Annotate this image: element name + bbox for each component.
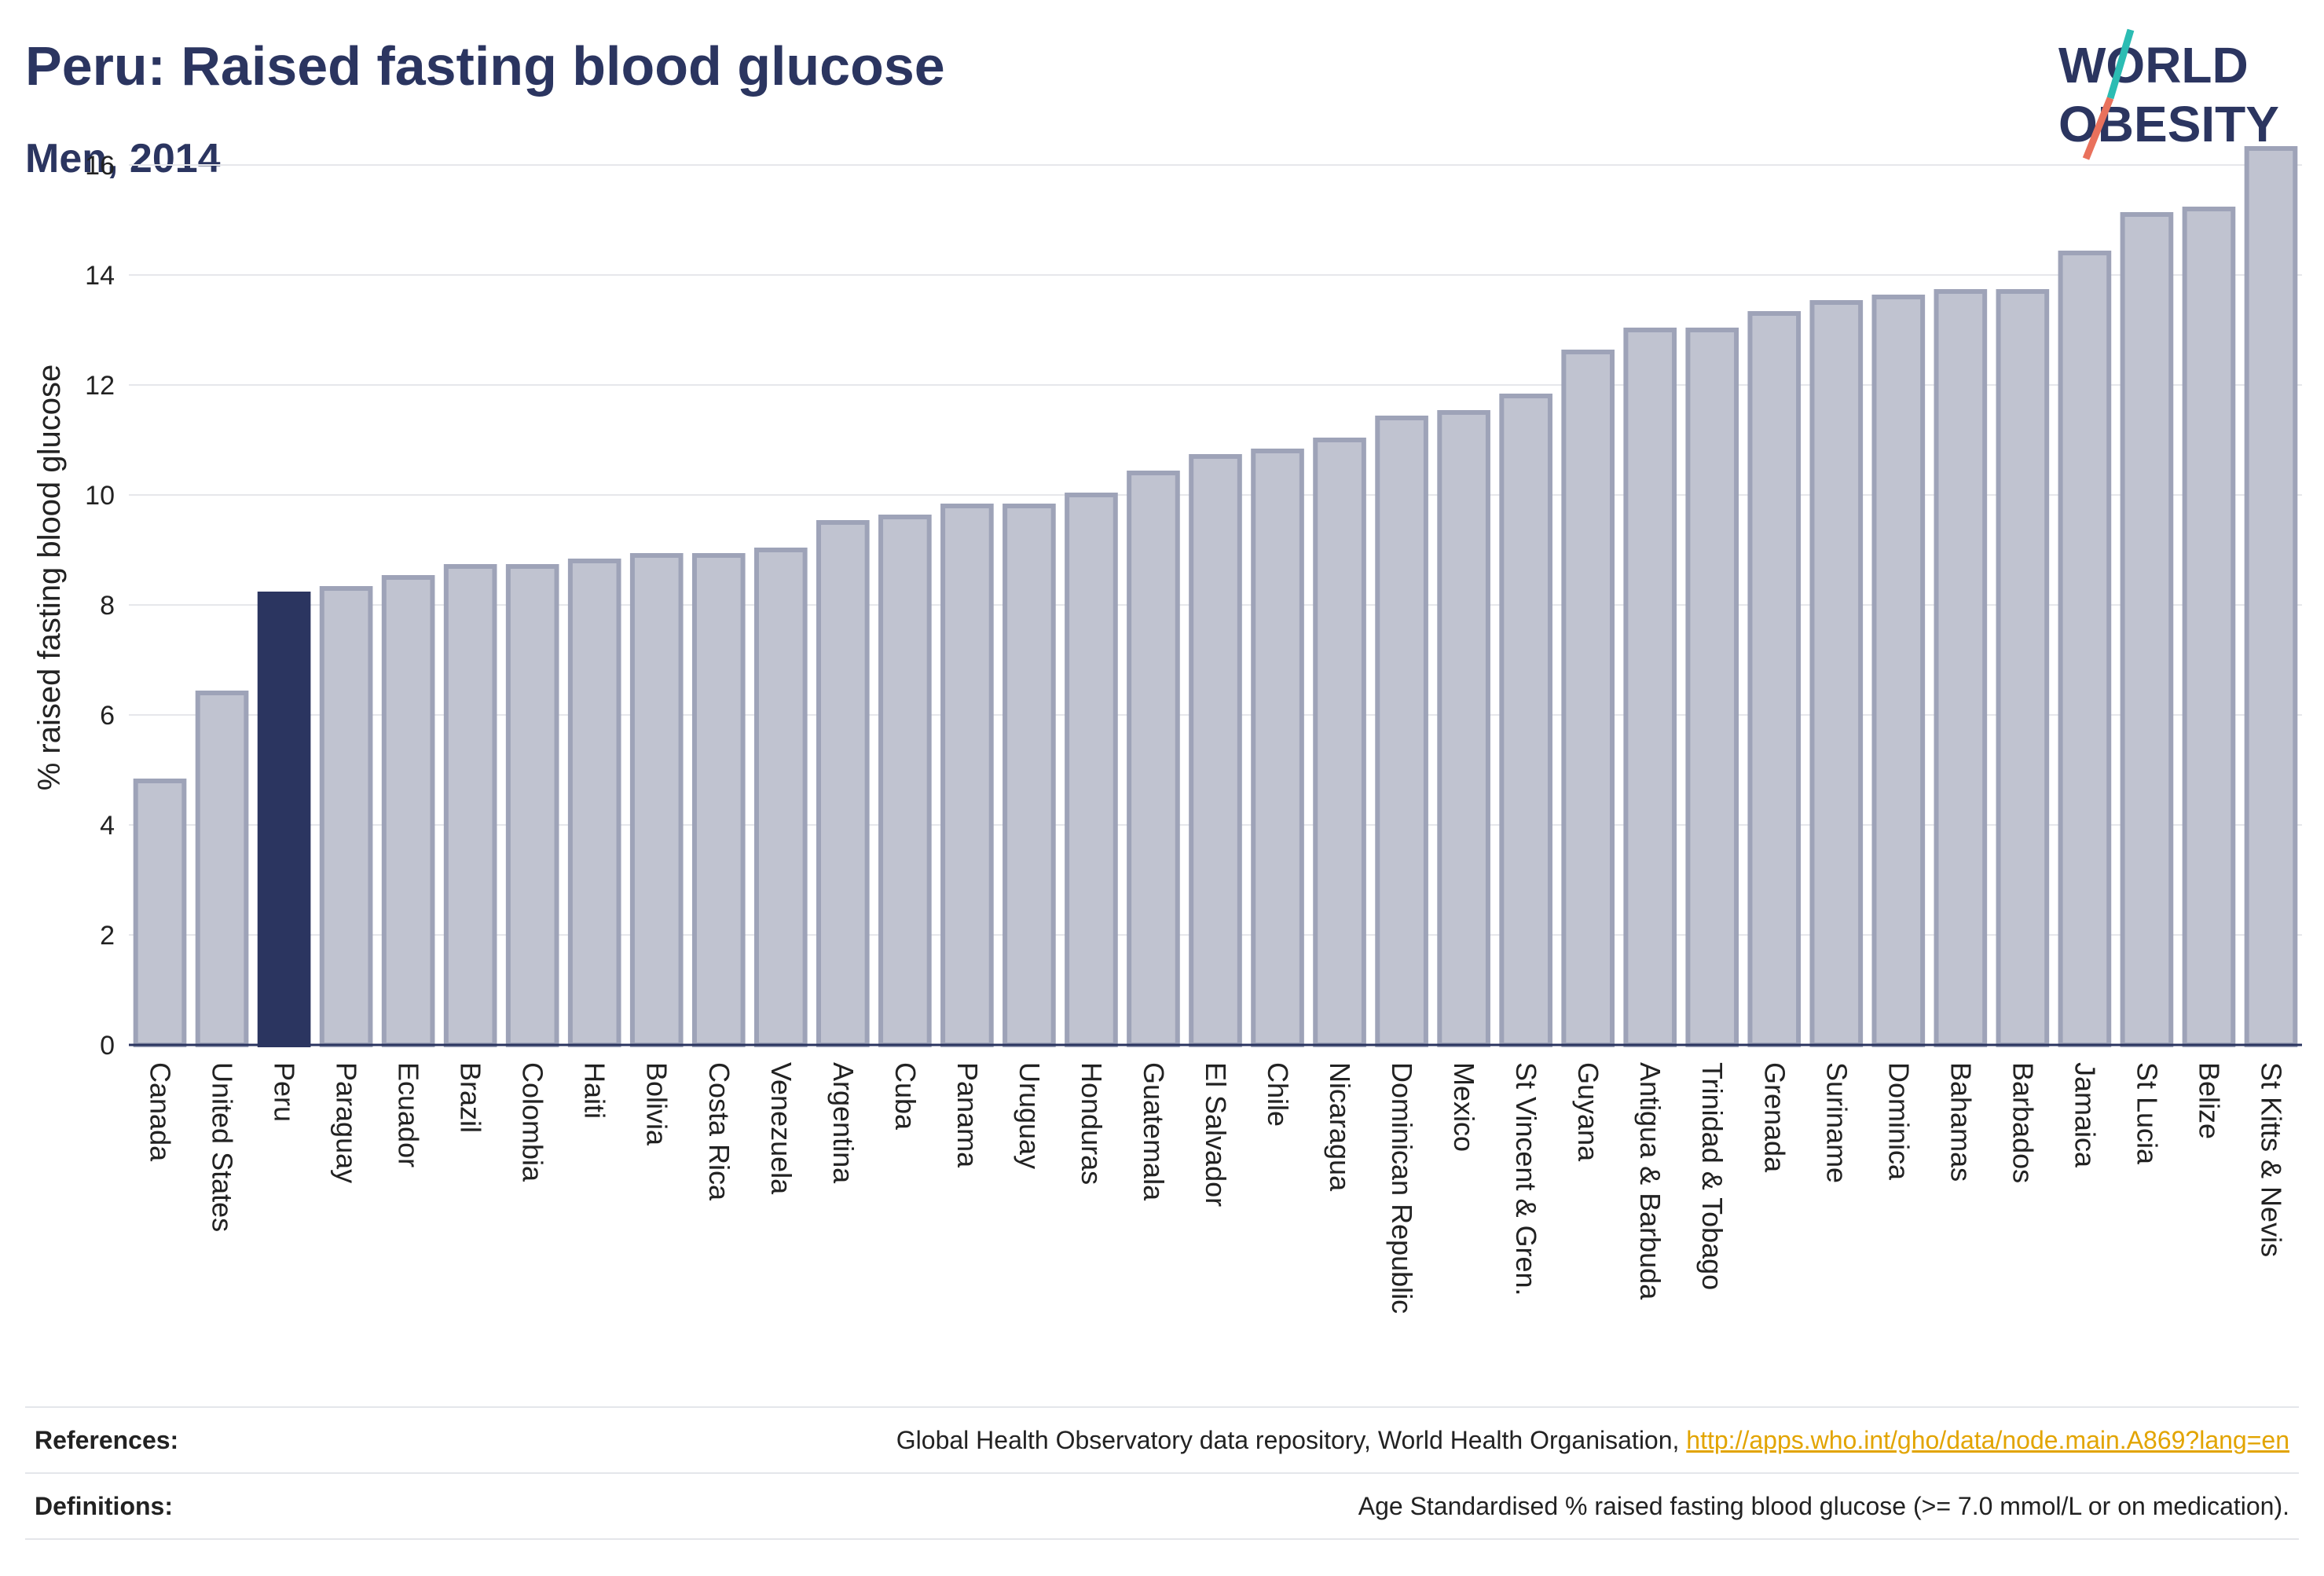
x-tick-label: St Kitts & Nevis <box>2255 1062 2287 1257</box>
references-link[interactable]: http://apps.who.int/gho/data/node.main.A… <box>1686 1425 2289 1454</box>
bar <box>195 691 249 1047</box>
x-tick-label: Bolivia <box>641 1062 673 1146</box>
definitions-text: Age Standardised % raised fasting blood … <box>1358 1491 2289 1520</box>
chart-title: Peru: Raised fasting blood glucose <box>25 35 945 97</box>
y-tick-label: 2 <box>100 921 115 951</box>
logo-slash-teal <box>2106 28 2135 100</box>
references-text: Global Health Observatory data repositor… <box>896 1425 1680 1454</box>
x-tick-label: Ecuador <box>393 1062 425 1167</box>
x-tick-label: Costa Rica <box>703 1062 735 1201</box>
bar <box>381 575 435 1047</box>
x-tick-label: Trinidad & Tobago <box>1696 1062 1728 1290</box>
y-axis-label: % raised fasting blood glucose <box>32 365 67 791</box>
x-tick-label: Belize <box>2193 1062 2225 1139</box>
bar <box>1623 328 1677 1047</box>
x-tick-label: Nicaragua <box>1324 1062 1356 1192</box>
bar <box>2182 207 2236 1047</box>
chart-footer: References: Global Health Observatory da… <box>25 1406 2299 1540</box>
bar-highlight <box>257 592 311 1047</box>
y-tick-label: 6 <box>100 701 115 731</box>
bar <box>2120 212 2174 1047</box>
bar <box>319 586 373 1047</box>
world-obesity-logo: WORLD OBESITY <box>2058 28 2279 160</box>
bar <box>1809 300 1864 1047</box>
x-tick-label: Suriname <box>1820 1062 1853 1183</box>
x-tick-label: Paraguay <box>331 1062 363 1183</box>
logo-slash-coral <box>2082 97 2114 160</box>
chart-subtitle: Men, 2014 <box>25 136 221 181</box>
bar <box>753 548 808 1047</box>
x-tick-label: Colombia <box>517 1062 549 1182</box>
bar <box>1375 416 1428 1047</box>
x-tick-label: Chile <box>1262 1062 1294 1127</box>
logo-line1: WORLD <box>2058 37 2249 93</box>
bar <box>1437 410 1490 1047</box>
bar <box>443 564 497 1047</box>
bar <box>1065 493 1118 1047</box>
bar <box>1871 295 1926 1047</box>
bar <box>1127 471 1180 1047</box>
bar <box>2058 251 2112 1047</box>
x-tick-label: Bahamas <box>1945 1062 1977 1182</box>
y-tick-label: 0 <box>100 1031 115 1061</box>
x-tick-label: Canada <box>145 1062 177 1162</box>
x-tick-label: St Vincent & Gren. <box>1510 1062 1542 1296</box>
y-tick-label: 12 <box>85 371 115 401</box>
x-tick-label: Dominica <box>1882 1062 1915 1181</box>
bar <box>940 504 994 1047</box>
y-tick-label: 8 <box>100 591 115 621</box>
y-tick-label: 16 <box>85 151 115 181</box>
references-label: References: <box>35 1425 179 1454</box>
x-tick-label: Uruguay <box>1014 1062 1046 1169</box>
x-tick-label: Guatemala <box>1138 1062 1170 1201</box>
y-tick-label: 10 <box>85 481 115 511</box>
x-tick-label: Peru <box>269 1062 301 1122</box>
x-tick-label: El Salvador <box>1200 1062 1232 1207</box>
x-tick-label: Dominican Republic <box>1386 1062 1418 1314</box>
x-tick-label: Haiti <box>579 1062 611 1119</box>
x-tick-label: Cuba <box>889 1062 922 1131</box>
x-tick-label: Mexico <box>1448 1062 1480 1152</box>
bar <box>1189 454 1242 1047</box>
x-tick-label: Antigua & Barbuda <box>1634 1062 1666 1300</box>
bar <box>1313 438 1366 1047</box>
x-tick-label: Grenada <box>1758 1062 1791 1173</box>
x-tick-label: St Lucia <box>2131 1062 2163 1165</box>
bar <box>629 553 684 1047</box>
x-tick-label: Honduras <box>1076 1062 1108 1185</box>
bar <box>816 520 870 1047</box>
bar <box>133 779 187 1047</box>
x-tick-label: Argentina <box>827 1062 860 1184</box>
y-tick-label: 14 <box>85 261 115 291</box>
bar <box>1003 504 1056 1047</box>
bar <box>1934 289 1988 1047</box>
definitions-label: Definitions: <box>35 1491 173 1520</box>
references-row: References: Global Health Observatory da… <box>25 1406 2299 1472</box>
bar <box>691 553 746 1047</box>
x-tick-label: Brazil <box>455 1062 487 1133</box>
x-tick-label: Panama <box>951 1062 984 1168</box>
bar-chart: 0 2 4 6 8 10 12 14 16 % raised fasting blood gluc… <box>32 146 2302 1314</box>
bar <box>567 559 621 1047</box>
bar <box>2244 146 2298 1047</box>
x-tick-label: Guyana <box>1572 1062 1604 1162</box>
x-tick-label: Venezuela <box>765 1062 797 1195</box>
bar <box>1685 328 1739 1047</box>
x-tick-label: United States <box>207 1062 239 1232</box>
bar <box>1747 311 1802 1047</box>
bar <box>878 515 932 1047</box>
bar <box>505 564 559 1047</box>
bar <box>1996 289 2050 1047</box>
x-tick-label: Barbados <box>2007 1062 2039 1183</box>
bar <box>1561 350 1615 1047</box>
y-tick-label: 4 <box>100 811 115 841</box>
x-tick-label: Jamaica <box>2069 1062 2101 1168</box>
definitions-row: Definitions: Age Standardised % raised f… <box>25 1472 2299 1540</box>
references-content: Global Health Observatory data repositor… <box>896 1426 2289 1455</box>
bar <box>1251 449 1304 1047</box>
bar <box>1499 394 1552 1047</box>
